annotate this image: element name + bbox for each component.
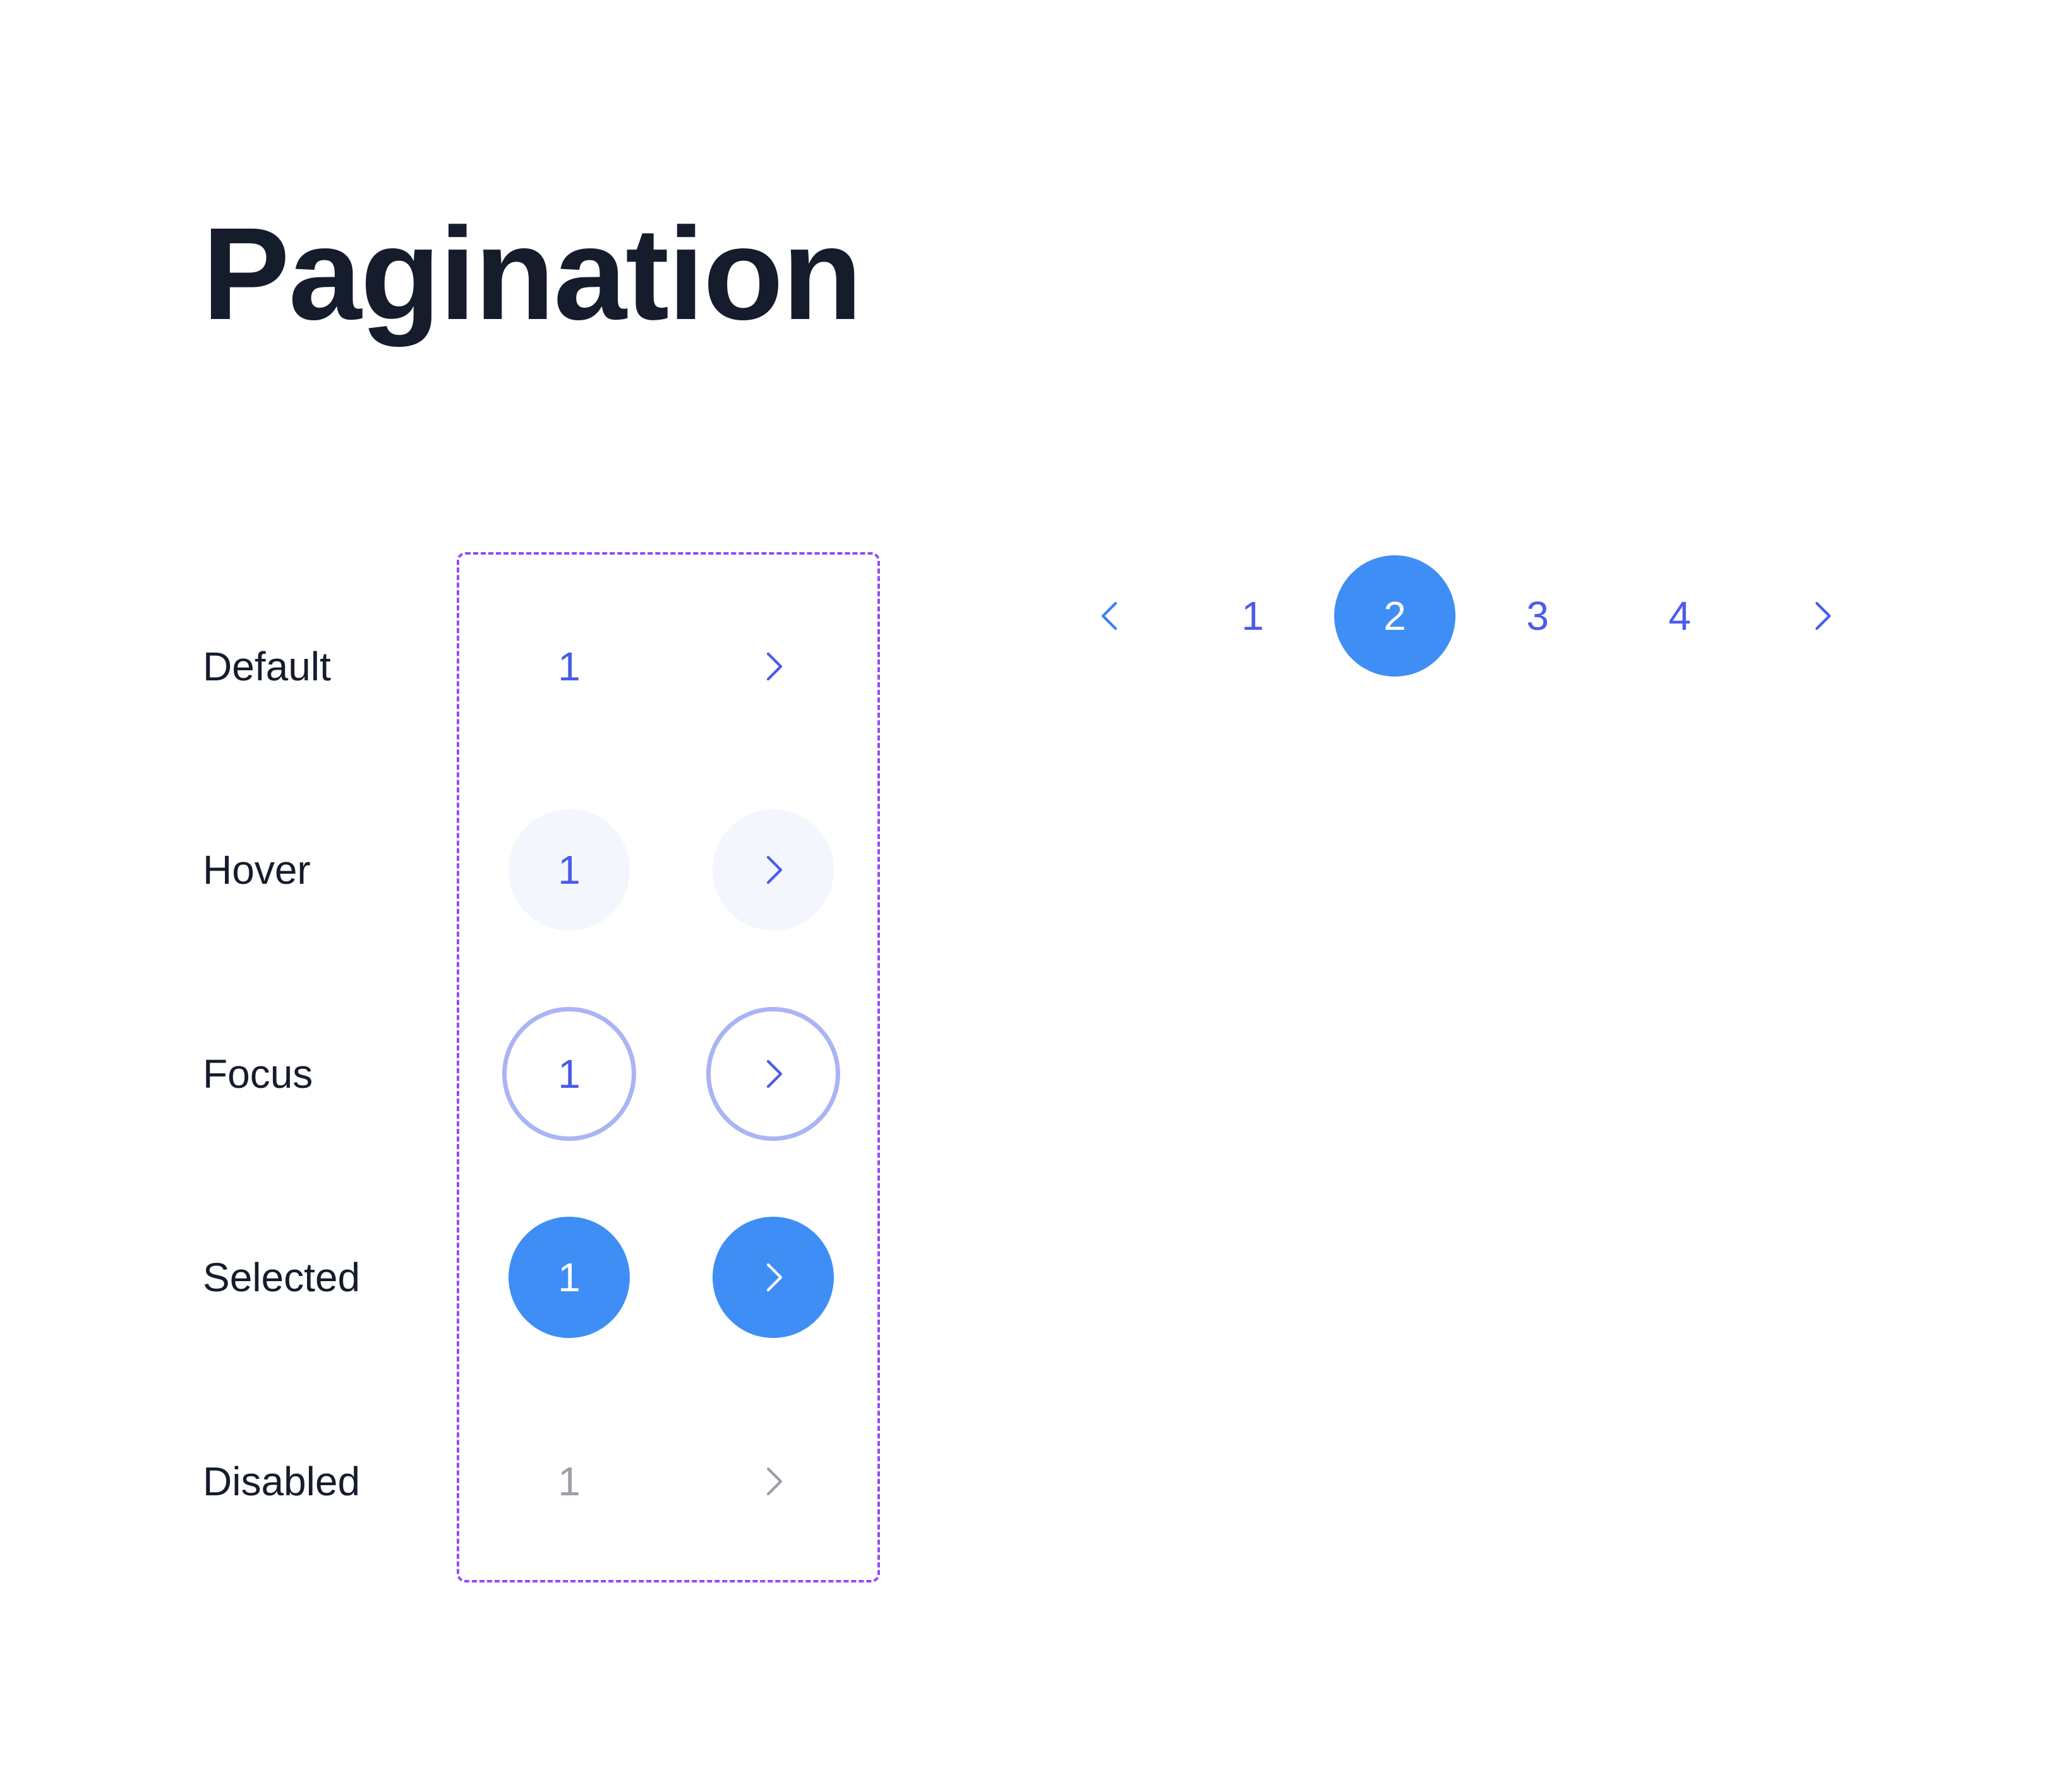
next-page-button[interactable] [1761, 555, 1882, 677]
state-label-default: Default [203, 644, 331, 689]
chevron-right-icon [766, 1059, 783, 1088]
chevron-right-icon [766, 1467, 783, 1496]
next-button-hover[interactable] [713, 809, 834, 931]
state-label-disabled: Disabled [203, 1459, 361, 1504]
state-label-selected: Selected [203, 1255, 361, 1300]
chevron-right-icon [766, 1263, 783, 1292]
page-4-button[interactable]: 4 [1668, 593, 1691, 639]
component-states-frame [457, 552, 880, 1582]
page-3-button[interactable]: 3 [1526, 593, 1549, 639]
page-2-button-current[interactable]: 2 [1334, 555, 1455, 677]
state-label-hover: Hover [203, 847, 311, 893]
page-1-button[interactable]: 1 [1241, 593, 1264, 639]
page-button-focus[interactable]: 1 [502, 1007, 636, 1141]
next-button-focus[interactable] [706, 1007, 840, 1141]
next-button-default[interactable] [713, 606, 834, 727]
chevron-left-icon [1101, 601, 1117, 630]
page-button-hover[interactable]: 1 [509, 809, 630, 931]
next-button-selected[interactable] [713, 1217, 834, 1338]
page-title: Pagination [202, 201, 862, 347]
chevron-right-icon [766, 855, 783, 884]
page-button-default[interactable]: 1 [558, 644, 581, 689]
prev-page-button[interactable] [1050, 555, 1171, 677]
chevron-right-icon [1815, 601, 1831, 630]
chevron-right-icon [766, 652, 783, 681]
state-label-focus: Focus [203, 1051, 313, 1097]
page-button-disabled: 1 [558, 1459, 581, 1504]
page-button-selected[interactable]: 1 [509, 1217, 630, 1338]
next-button-disabled [713, 1421, 834, 1542]
